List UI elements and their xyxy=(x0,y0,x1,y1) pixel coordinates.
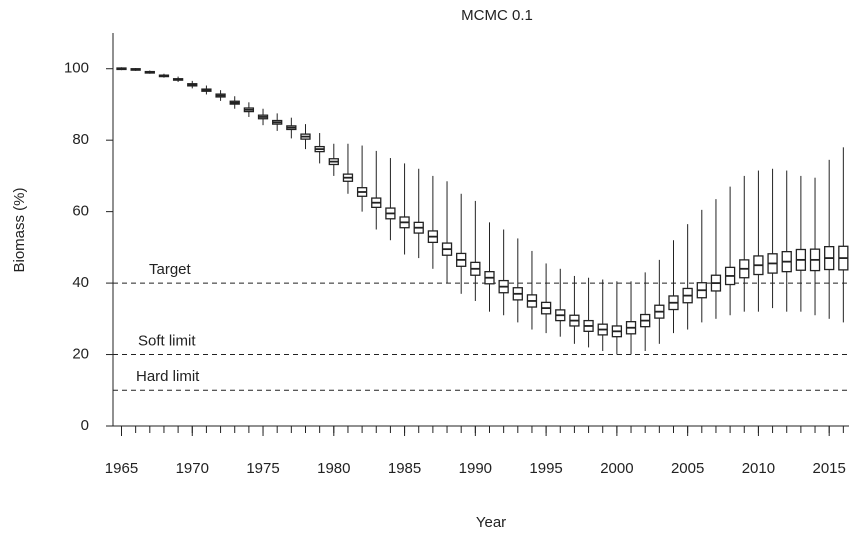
y-tick-label: 60 xyxy=(72,203,89,220)
y-tick-label: 80 xyxy=(72,131,89,148)
x-axis-label: Year xyxy=(476,514,506,531)
y-tick-label: 40 xyxy=(72,274,89,291)
reference-label: Soft limit xyxy=(138,333,196,350)
y-tick-label: 100 xyxy=(64,60,89,77)
chart-title: MCMC 0.1 xyxy=(461,7,533,24)
reference-label: Hard limit xyxy=(136,368,200,385)
y-tick-label: 20 xyxy=(72,346,89,363)
y-axis-label: Biomass (%) xyxy=(11,187,28,272)
x-tick-label: 1965 xyxy=(105,460,138,477)
x-tick-label: 1985 xyxy=(388,460,421,477)
x-tick-label: 1980 xyxy=(317,460,350,477)
x-tick-label: 2010 xyxy=(742,460,775,477)
x-tick-label: 2000 xyxy=(600,460,633,477)
x-tick-label: 2005 xyxy=(671,460,704,477)
x-tick-label: 1990 xyxy=(459,460,492,477)
x-tick-label: 1975 xyxy=(246,460,279,477)
x-tick-label: 1970 xyxy=(176,460,209,477)
reference-label: Target xyxy=(149,261,192,278)
x-tick-label: 1995 xyxy=(529,460,562,477)
x-tick-label: 2015 xyxy=(812,460,845,477)
y-tick-label: 0 xyxy=(81,417,89,434)
